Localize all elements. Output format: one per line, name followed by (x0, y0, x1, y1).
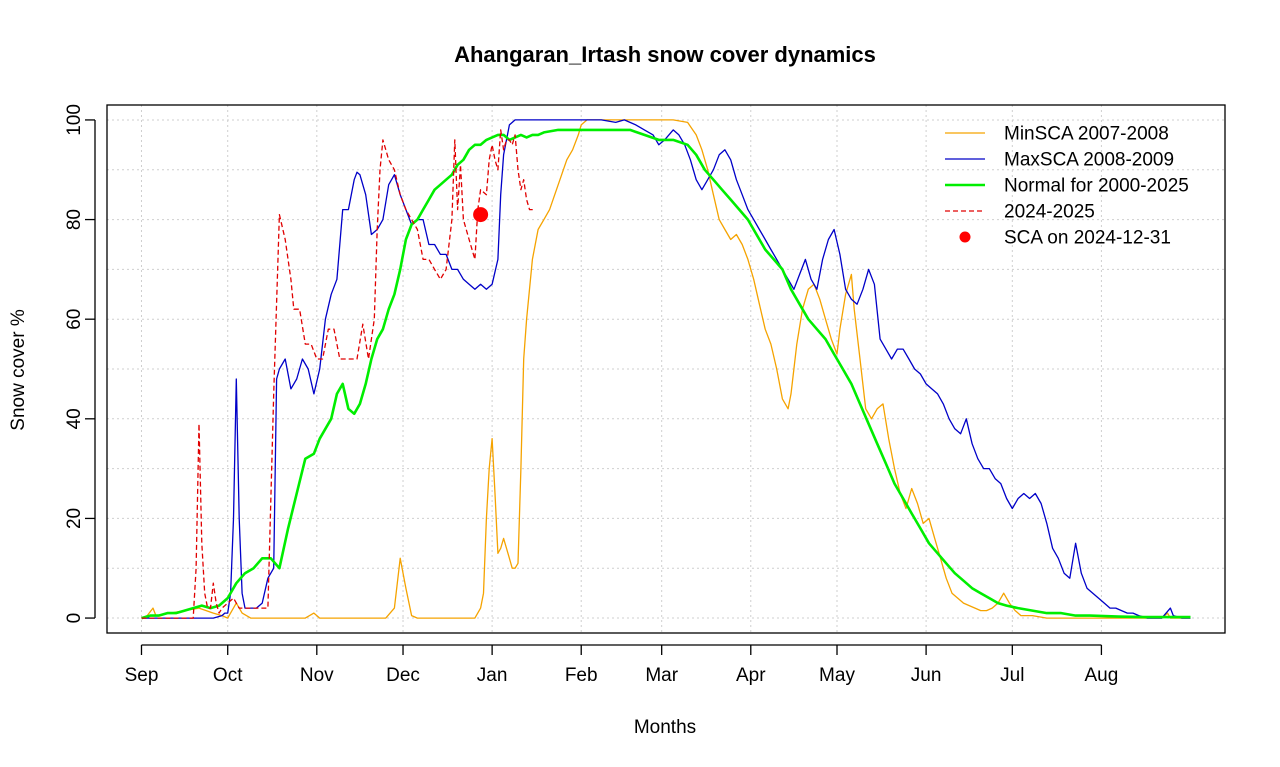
chart-title: Ahangaran_Irtash snow cover dynamics (454, 42, 876, 67)
y-tick-label: 40 (64, 408, 85, 429)
series-line-3 (141, 129, 536, 619)
x-axis-label: Months (634, 717, 696, 738)
x-tick-label: Aug (1085, 665, 1119, 686)
x-tick-label: Jun (911, 665, 942, 686)
y-tick-label: 100 (64, 104, 85, 136)
x-tick-label: Sep (125, 665, 159, 686)
x-tick-label: Jul (1000, 665, 1024, 686)
plot-frame (106, 104, 1226, 634)
x-axis: Sep Oct Nov Dec Jan Feb Mar Apr May Jun Jul Aug (125, 644, 1119, 686)
x-tick-label: Jan (477, 665, 508, 686)
series-line-2 (141, 128, 1191, 620)
series-line-1 (141, 119, 1191, 619)
sca-point-marker (473, 207, 489, 223)
legend-label-1: MaxSCA 2008-2009 (1004, 150, 1174, 171)
x-tick-label: May (819, 665, 855, 686)
y-tick-label: 80 (64, 209, 85, 230)
x-tick-label: Oct (213, 665, 243, 686)
grid (107, 105, 1225, 633)
legend-swatch-4 (959, 231, 971, 243)
x-tick-label: Apr (736, 665, 766, 686)
y-tick-label: 60 (64, 309, 85, 330)
highlight-layer (473, 207, 489, 223)
legend: MinSCA 2007-2008 MaxSCA 2008-2009 Normal f… (945, 124, 1189, 249)
x-tick-label: Feb (565, 665, 598, 686)
x-tick-label: Mar (645, 665, 678, 686)
x-tick-label: Nov (300, 665, 334, 686)
y-axis: 0 20 40 60 80 100 (64, 104, 96, 624)
y-tick-label: 20 (64, 508, 85, 529)
legend-label-2: Normal for 2000-2025 (1004, 176, 1189, 197)
series-layer (141, 119, 1191, 620)
x-tick-label: Dec (386, 665, 420, 686)
y-axis-label: Snow cover % (8, 309, 29, 431)
legend-label-3: 2024-2025 (1004, 202, 1095, 223)
legend-label-0: MinSCA 2007-2008 (1004, 124, 1169, 145)
series-line-0 (141, 119, 1191, 619)
legend-label-4: SCA on 2024-12-31 (1004, 228, 1171, 249)
y-tick-label: 0 (64, 613, 85, 624)
